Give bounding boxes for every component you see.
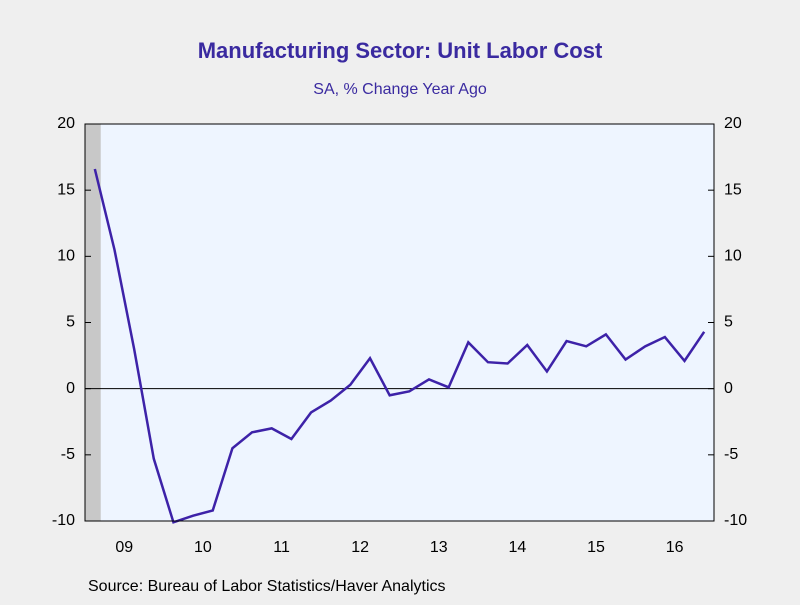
y2-tick-label: 15	[724, 181, 742, 198]
y-tick-label: 5	[66, 314, 75, 331]
x-tick-label: 15	[587, 539, 605, 556]
data-line	[93, 168, 706, 524]
y-tick-label: -10	[52, 512, 75, 529]
y-tick-label: 10	[57, 248, 75, 265]
x-tick-label: 16	[666, 539, 684, 556]
x-tick-label: 11	[273, 539, 290, 556]
recession-band	[85, 124, 101, 521]
plot-border	[84, 123, 715, 522]
chart-subtitle: SA, % Change Year Ago	[313, 81, 487, 98]
y-tick-label: 20	[57, 115, 75, 132]
y2-tick-label: -10	[724, 512, 747, 529]
x-tick-label: 13	[430, 539, 448, 556]
x-tick-label: 14	[509, 539, 527, 556]
y-tick-label: 0	[66, 380, 75, 397]
x-tick-label: 09	[115, 539, 133, 556]
y-tick-label: -5	[61, 446, 75, 463]
y2-tick-label: 0	[724, 380, 733, 397]
chart-title: Manufacturing Sector: Unit Labor Cost	[198, 38, 603, 63]
y-tick-label: 15	[57, 181, 75, 198]
x-tick-label: 12	[351, 539, 369, 556]
plot-area	[85, 124, 714, 521]
y2-tick-label: 10	[724, 248, 742, 265]
y2-tick-label: 5	[724, 314, 733, 331]
x-tick-label: 10	[194, 539, 212, 556]
y2-tick-label: 20	[724, 115, 742, 132]
y2-tick-label: -5	[724, 446, 738, 463]
source-note: Source: Bureau of Labor Statistics/Haver…	[88, 578, 446, 595]
